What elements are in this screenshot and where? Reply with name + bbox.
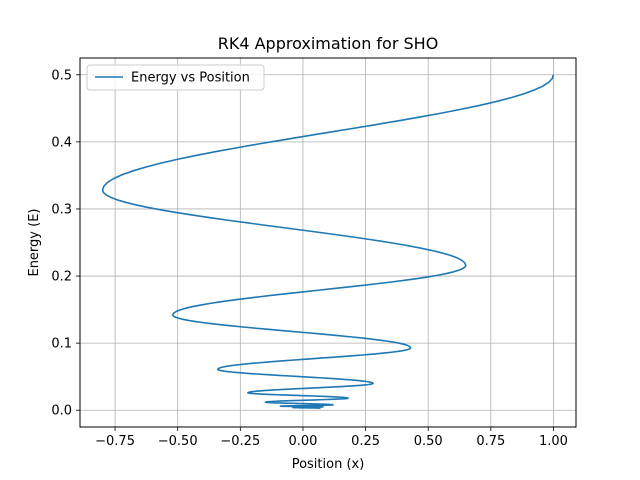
x-tick-label: 0.75 [476,434,505,449]
y-tick-label: 0.0 [51,404,72,419]
y-tick-label: 0.2 [51,270,72,285]
x-tick-label: 0.25 [351,434,380,449]
chart-title: RK4 Approximation for SHO [218,34,439,53]
y-tick-label: 0.3 [51,202,72,217]
y-axis-ticks: 0.0 0.1 0.2 0.3 0.4 0.5 [51,68,80,419]
x-tick-label: −0.25 [220,434,260,449]
x-axis-label: Position (x) [292,457,365,472]
plot-frame [79,57,577,428]
y-axis-label: Energy (E) [27,208,42,276]
x-tick-label: −0.75 [95,434,135,449]
x-tick-label: −0.50 [158,434,198,449]
x-axis-ticks: −0.75 −0.50 −0.25 0.00 0.25 0.50 0.75 1.00 [95,427,568,449]
grid-lines [80,58,576,427]
x-tick-label: 0.00 [288,434,317,449]
legend: Energy vs Position [86,64,265,91]
y-tick-label: 0.5 [51,68,72,83]
legend-entry-label: Energy vs Position [131,71,250,86]
x-tick-label: 1.00 [539,434,568,449]
x-tick-label: 0.50 [414,434,443,449]
legend-box [86,64,265,91]
series-line-energy-vs-position [101,74,555,409]
y-tick-label: 0.1 [51,337,72,352]
series-layer [101,74,555,409]
y-tick-label: 0.4 [51,135,72,150]
